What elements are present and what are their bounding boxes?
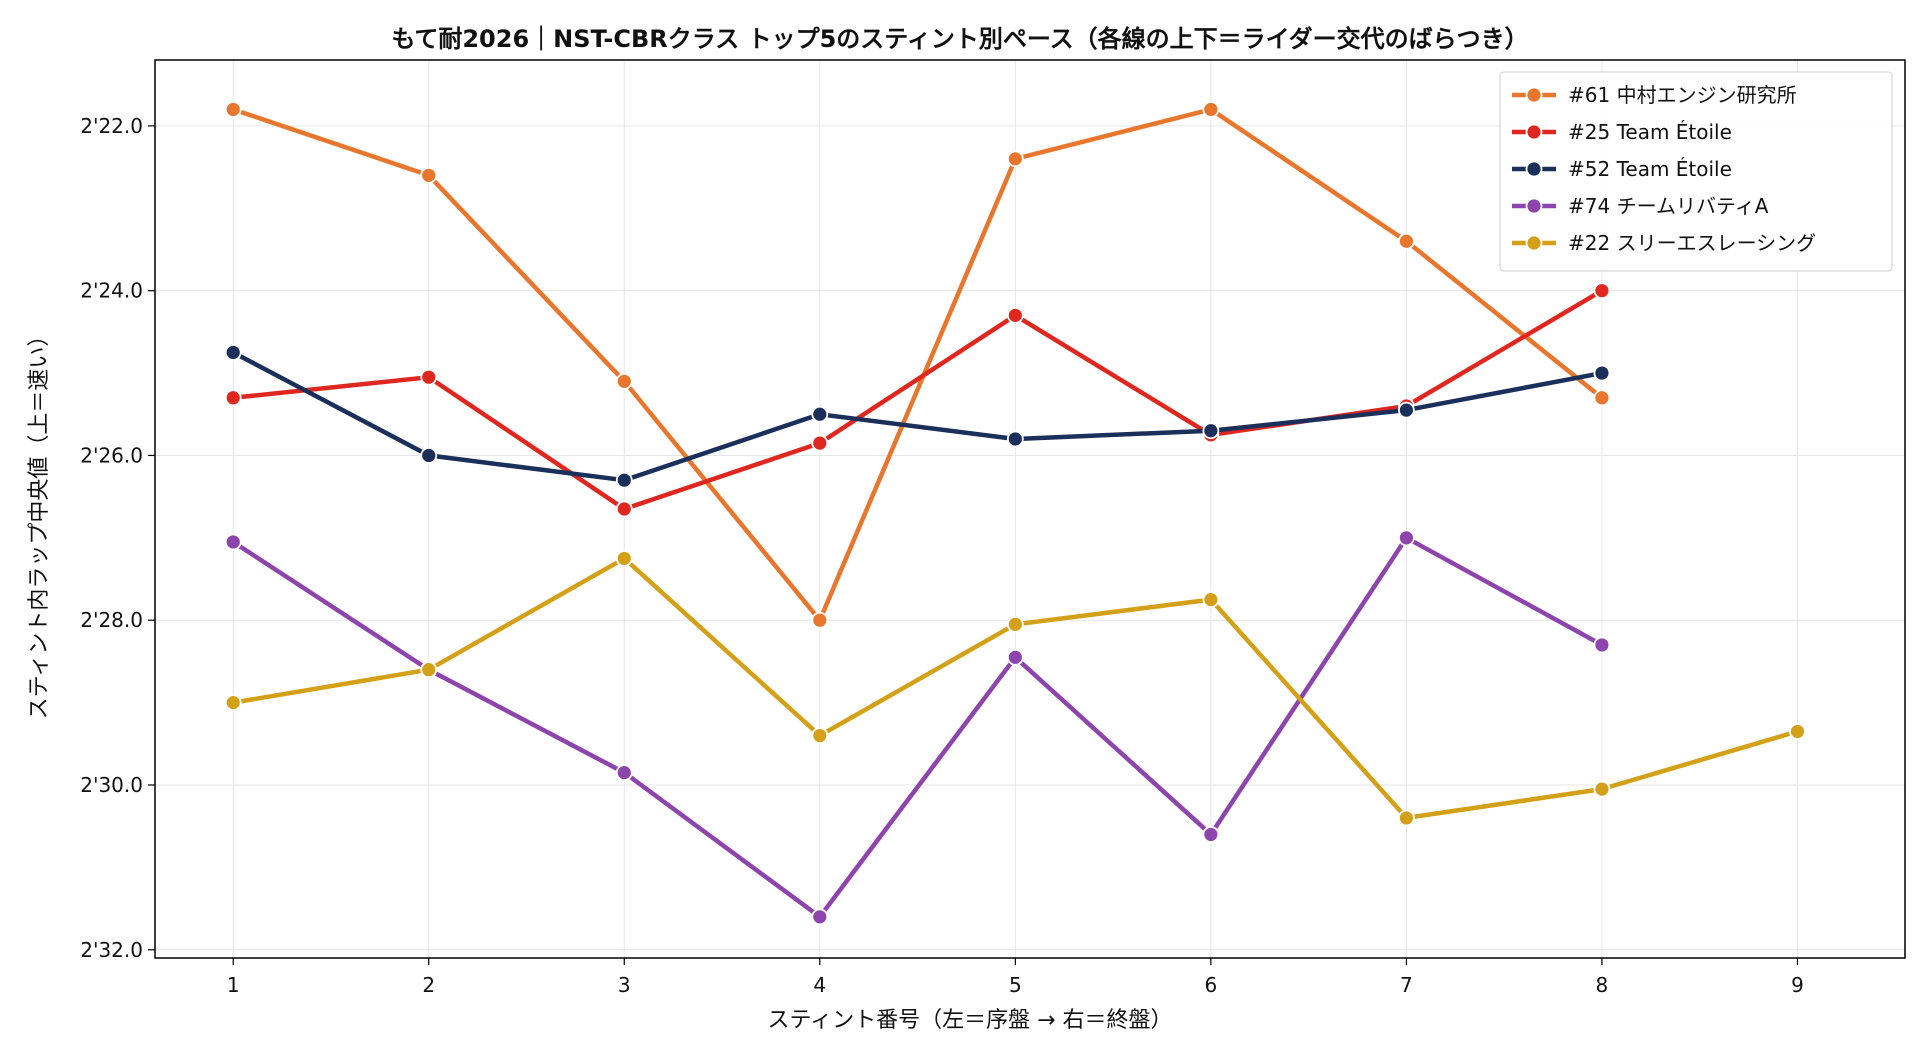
data-point — [811, 727, 829, 744]
y-axis: 2'22.0 2'24.0 2'26.0 2'28.0 2'30.0 2'32.0 — [80, 114, 155, 962]
legend-label: #74 チームリバティA — [1568, 194, 1769, 218]
y-tick-label: 2'22.0 — [80, 114, 143, 138]
x-tick-label: 1 — [227, 973, 240, 997]
data-point — [811, 405, 829, 423]
y-axis-label: スティント内ラップ中央値（上＝速い） — [27, 325, 52, 720]
series-1 — [224, 101, 1611, 629]
legend-item: #74 チームリバティA — [1512, 194, 1769, 218]
data-point — [811, 908, 829, 926]
legend-item: #61 中村エンジン研究所 — [1512, 83, 1797, 107]
legend-swatch-marker — [1525, 234, 1543, 252]
data-point — [1006, 615, 1024, 633]
series-line — [230, 288, 1605, 512]
chart-title: もて耐2026｜NST-CBRクラス トップ5のスティント別ペース（各線の上下＝… — [391, 25, 1528, 53]
legend-box — [1499, 71, 1893, 272]
data-point — [1006, 150, 1024, 168]
series-2 — [224, 282, 1611, 518]
series-line — [230, 535, 1605, 920]
x-tick-label: 2 — [422, 973, 435, 997]
x-tick-label: 5 — [1009, 973, 1022, 997]
x-tick-label: 9 — [1791, 973, 1804, 997]
legend-label: #22 スリーエスレーシング — [1568, 231, 1816, 255]
data-point — [1202, 422, 1220, 440]
x-tick-label: 4 — [813, 973, 826, 997]
data-point — [1202, 826, 1220, 843]
y-tick-label: 2'32.0 — [80, 938, 143, 962]
data-point — [1789, 723, 1806, 740]
data-point — [1593, 780, 1611, 798]
data-point — [1593, 389, 1611, 407]
series-line — [230, 350, 1605, 483]
data-point — [420, 368, 438, 386]
x-axis: 1 2 3 4 5 6 7 8 9 — [227, 958, 1804, 997]
data-point — [420, 166, 438, 184]
data-point — [224, 101, 242, 118]
data-point — [224, 344, 242, 361]
y-tick-label: 2'28.0 — [80, 608, 143, 632]
data-point — [1593, 282, 1611, 300]
series-5 — [224, 550, 1806, 827]
series-layer — [224, 101, 1806, 926]
legend-item: #22 スリーエスレーシング — [1512, 231, 1816, 255]
data-point — [1593, 364, 1611, 382]
x-tick-label: 8 — [1596, 973, 1609, 997]
legend-label: #61 中村エンジン研究所 — [1568, 83, 1797, 107]
data-point — [615, 500, 633, 518]
data-point — [420, 661, 438, 679]
data-point — [615, 372, 633, 390]
data-point — [1397, 401, 1415, 419]
legend: #61 中村エンジン研究所 #25 Team Étoile #52 Team Éto… — [1499, 71, 1893, 272]
data-point — [1593, 636, 1611, 654]
x-tick-label: 3 — [618, 973, 631, 997]
data-point — [811, 434, 829, 452]
x-tick-label: 6 — [1204, 973, 1217, 997]
data-point — [615, 550, 633, 567]
x-axis-label: スティント番号（左＝序盤 → 右＝終盤） — [767, 1008, 1172, 1033]
data-point — [420, 447, 438, 464]
data-point — [224, 533, 242, 551]
data-point — [1006, 648, 1024, 666]
y-tick-label: 2'30.0 — [80, 773, 143, 797]
legend-item: #25 Team Étoile — [1512, 120, 1732, 144]
data-point — [1006, 306, 1024, 324]
series-4 — [224, 529, 1611, 926]
y-tick-label: 2'26.0 — [80, 443, 143, 467]
data-point — [1397, 232, 1415, 250]
data-point — [1006, 430, 1024, 448]
plot-frame — [154, 59, 1906, 959]
data-point — [615, 471, 633, 489]
y-tick-label: 2'24.0 — [80, 279, 143, 303]
legend-swatch-marker — [1525, 86, 1543, 104]
series-3 — [224, 344, 1611, 489]
data-point — [1202, 591, 1220, 609]
legend-label: #25 Team Étoile — [1568, 120, 1732, 144]
data-point — [811, 611, 829, 629]
data-point — [224, 389, 242, 407]
legend-swatch-marker — [1525, 160, 1543, 178]
data-point — [1397, 809, 1415, 827]
legend-swatch-marker — [1525, 123, 1543, 141]
data-point — [615, 764, 633, 782]
legend-item: #52 Team Étoile — [1512, 157, 1732, 181]
legend-swatch-marker — [1525, 197, 1543, 215]
series-line — [230, 107, 1605, 623]
data-point — [224, 694, 242, 712]
data-point — [1397, 529, 1415, 547]
data-point — [1202, 101, 1220, 118]
legend-label: #52 Team Étoile — [1568, 157, 1732, 181]
x-tick-label: 7 — [1400, 973, 1413, 997]
